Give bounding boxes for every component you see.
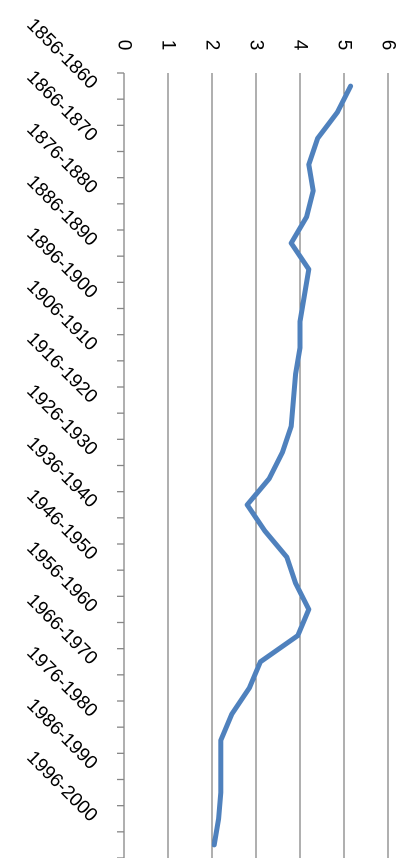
value-tick-label-0: 0 xyxy=(114,40,135,51)
value-tick-label-1: 1 xyxy=(158,40,179,51)
value-gridlines xyxy=(167,73,389,858)
category-tick-marks xyxy=(117,72,124,858)
value-tick-labels: 0 1 2 3 4 5 6 xyxy=(114,40,399,51)
value-tick-label-2: 2 xyxy=(202,40,223,51)
series-layer xyxy=(211,83,354,848)
series-line-1 xyxy=(211,83,354,848)
value-tick-label-4: 4 xyxy=(290,40,311,51)
value-tick-label-3: 3 xyxy=(246,40,267,51)
category-tick-labels: 1856-18601866-18701876-18801886-18901896… xyxy=(22,14,101,826)
value-tick-label-6: 6 xyxy=(378,40,399,51)
value-tick-label-5: 5 xyxy=(334,40,355,51)
